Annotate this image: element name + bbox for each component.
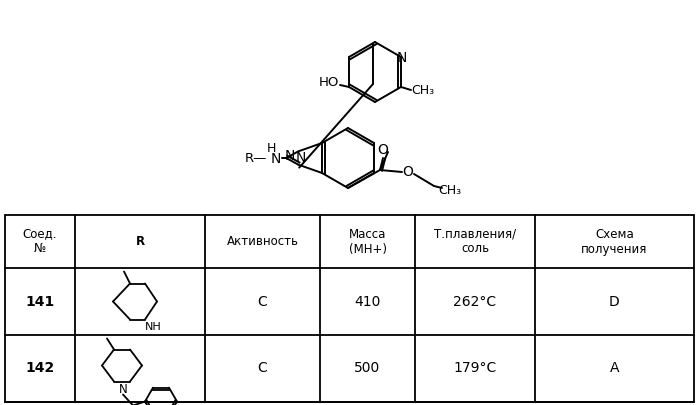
Text: Соед.
№: Соед. № [23,228,57,256]
Text: 262°C: 262°C [454,294,496,309]
Text: 179°C: 179°C [454,362,496,375]
Text: 500: 500 [354,362,381,375]
Text: N: N [397,51,408,65]
Text: O: O [403,165,413,179]
Text: N: N [285,149,296,163]
Text: H: H [266,143,276,156]
Text: Т.плавления/
соль: Т.плавления/ соль [434,228,516,256]
Text: O: O [377,143,389,157]
Text: 410: 410 [354,294,381,309]
Text: CH₃: CH₃ [438,183,461,196]
Text: N: N [119,383,127,396]
Text: CH₃: CH₃ [412,85,435,98]
Text: Масса
(МН+): Масса (МН+) [349,228,387,256]
Text: C: C [258,362,268,375]
Bar [5,215,694,402]
Text: NH: NH [145,322,161,333]
Text: C: C [258,294,268,309]
Text: Схема
получения: Схема получения [582,228,648,256]
Text: N: N [296,151,306,164]
Text: R—: R— [245,151,268,164]
Text: R: R [136,235,145,248]
Text: D: D [609,294,620,309]
Text: HO: HO [319,77,339,90]
Text: N: N [271,152,282,166]
Text: 141: 141 [25,294,55,309]
Text: 142: 142 [25,362,55,375]
Text: A: A [610,362,619,375]
Text: Активность: Активность [226,235,298,248]
